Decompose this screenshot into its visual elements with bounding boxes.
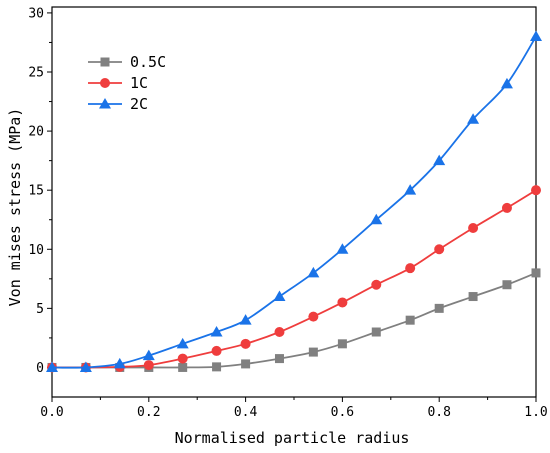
data-point-0-5c	[337, 339, 347, 349]
data-point-2c	[239, 314, 252, 325]
data-point-1c	[434, 244, 445, 255]
legend-marker	[100, 78, 110, 88]
series-layer	[46, 30, 542, 373]
data-point-1c	[501, 202, 512, 213]
data-point-0-5c	[178, 362, 188, 372]
series-0-5c	[47, 268, 541, 372]
x-tick-label: 0.0	[40, 405, 63, 420]
x-tick-label: 1.0	[524, 405, 547, 420]
legend-item-1c: 1C	[88, 74, 148, 92]
data-point-1c	[337, 297, 348, 308]
x-axis-label: Normalised particle radius	[175, 429, 410, 447]
data-point-0-5c	[502, 280, 512, 290]
x-tick-label: 0.4	[234, 405, 258, 420]
series-line-0-5c	[52, 272, 537, 369]
data-point-2c	[176, 337, 189, 349]
data-point-0-5c	[308, 347, 318, 357]
data-point-0-5c	[241, 359, 251, 369]
x-tick-label: 0.2	[137, 405, 160, 420]
data-point-2c	[113, 357, 126, 369]
legend-item-2c: 2C	[88, 95, 148, 113]
data-point-2c	[370, 213, 383, 225]
data-point-2c	[79, 361, 92, 372]
data-point-2c	[467, 113, 480, 124]
data-point-1c	[211, 345, 222, 356]
data-point-1c	[371, 279, 382, 290]
data-point-1c	[143, 360, 154, 371]
data-point-0-5c	[434, 303, 444, 313]
data-point-1c	[240, 338, 251, 349]
data-point-1c	[274, 327, 285, 337]
y-tick-label: 0	[36, 361, 44, 376]
x-tick-label: 0.8	[427, 405, 450, 420]
series-line-2c	[51, 36, 537, 369]
data-point-2c	[210, 326, 223, 337]
series-1c	[47, 185, 541, 373]
data-point-2c	[404, 184, 417, 195]
data-point-0-5c	[212, 362, 222, 372]
plot-frame	[51, 6, 537, 398]
data-point-0-5c	[468, 292, 478, 302]
data-point-0-5c	[274, 354, 284, 364]
plot-area	[51, 6, 537, 398]
legend: 0.5C 1C 2C	[88, 53, 166, 113]
series-line-1c	[51, 189, 537, 369]
series-2c	[46, 30, 542, 372]
y-tick-label: 15	[28, 184, 44, 199]
data-point-2c	[46, 361, 58, 372]
data-point-2c	[500, 77, 513, 89]
legend-marker	[100, 57, 110, 67]
y-tick-label: 20	[28, 125, 44, 140]
legend-label: 2C	[130, 95, 148, 113]
data-point-2c	[142, 349, 155, 361]
legend-label: 1C	[130, 74, 148, 92]
legend-label: 0.5C	[130, 53, 166, 71]
data-point-0-5c	[371, 327, 381, 337]
data-point-1c	[177, 353, 188, 364]
data-point-2c	[273, 290, 286, 302]
x-tick-label: 0.6	[331, 405, 354, 420]
data-point-1c	[531, 185, 541, 196]
data-point-1c	[308, 311, 319, 322]
y-tick-label: 10	[28, 243, 44, 258]
y-axis-ticks: 0 5 10 15 20 25 30	[28, 6, 52, 376]
y-tick-label: 30	[28, 6, 44, 21]
x-axis-ticks: 0.0 0.2 0.4 0.6 0.8 1.0	[40, 397, 548, 420]
data-point-1c	[405, 263, 416, 274]
data-point-1c	[468, 223, 479, 233]
y-tick-label: 25	[28, 66, 44, 81]
y-axis-label: Von mises stress (MPa)	[6, 108, 24, 307]
data-point-0-5c	[405, 315, 415, 325]
data-point-2c	[530, 30, 542, 42]
data-point-2c	[307, 266, 320, 278]
data-point-2c	[433, 154, 446, 166]
data-point-0-5c	[531, 268, 541, 278]
y-tick-label: 5	[36, 302, 44, 317]
legend-marker	[99, 98, 111, 109]
legend-item-0-5c: 0.5C	[88, 53, 166, 71]
data-point-2c	[336, 243, 349, 254]
